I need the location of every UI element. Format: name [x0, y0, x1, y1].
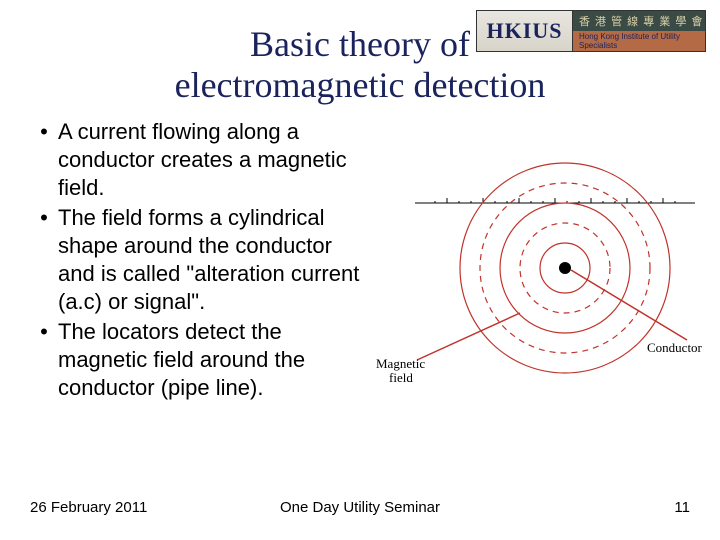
title-line-1: Basic theory of [250, 24, 470, 64]
svg-text:field: field [389, 370, 413, 385]
bullet-list: • A current flowing along a conductor cr… [30, 118, 360, 404]
bullet-text: The field forms a cylindrical shape arou… [58, 204, 360, 316]
bullet-text: The locators detect the magnetic field a… [58, 318, 360, 402]
magnetic-field-diagram: Magneticfield Conductor [375, 150, 705, 410]
footer-center: One Day Utility Seminar [0, 499, 720, 516]
svg-text:Conductor: Conductor [647, 340, 703, 355]
footer-page: 11 [674, 499, 690, 516]
list-item: • The field forms a cylindrical shape ar… [30, 204, 360, 316]
slide-title: Basic theory of electromagnetic detectio… [0, 24, 720, 107]
list-item: • The locators detect the magnetic field… [30, 318, 360, 402]
list-item: • A current flowing along a conductor cr… [30, 118, 360, 202]
bullet-icon: • [30, 204, 58, 316]
svg-text:Magnetic: Magnetic [376, 356, 425, 371]
bullet-icon: • [30, 318, 58, 402]
title-line-2: electromagnetic detection [175, 65, 546, 105]
bullet-text: A current flowing along a conductor crea… [58, 118, 360, 202]
slide-footer: 26 February 2011 One Day Utility Seminar… [0, 499, 720, 516]
bullet-icon: • [30, 118, 58, 202]
